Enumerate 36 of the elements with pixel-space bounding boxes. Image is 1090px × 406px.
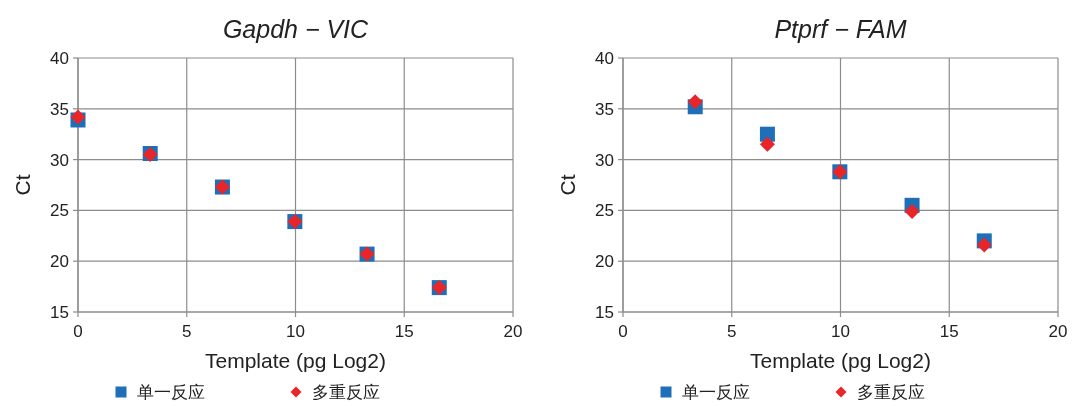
chart-title: Gapdh − VIC xyxy=(222,15,370,43)
y-tick-label: 30 xyxy=(50,150,69,170)
x-tick-label: 10 xyxy=(831,322,850,341)
x-axis-title: Template (pg Log2) xyxy=(750,349,931,372)
chart-title: Ptprf − FAM xyxy=(774,15,907,43)
y-tick-label: 35 xyxy=(50,99,69,119)
legend-label: 多重反应 xyxy=(857,383,925,402)
y-tick-label: 15 xyxy=(50,303,69,322)
y-tick-label: 40 xyxy=(595,49,614,68)
y-tick-label: 20 xyxy=(50,252,69,272)
point xyxy=(759,136,775,152)
x-tick-label: 15 xyxy=(939,322,959,341)
x-axis-title: Template (pg Log2) xyxy=(205,349,386,372)
y-tick-label: 30 xyxy=(595,150,614,170)
x-tick-label: 0 xyxy=(618,322,628,341)
x-tick-label: 20 xyxy=(503,322,523,341)
point xyxy=(687,94,703,110)
x-tick-label: 5 xyxy=(182,322,192,341)
x-tick-label: 0 xyxy=(73,322,83,341)
y-tick-label: 25 xyxy=(50,201,69,221)
y-tick-label: 15 xyxy=(595,303,614,322)
x-tick-label: 10 xyxy=(286,322,305,341)
point xyxy=(976,237,992,253)
y-tick-label: 25 xyxy=(595,201,614,221)
y-tick-label: 40 xyxy=(50,49,69,68)
x-tick-label: 5 xyxy=(727,322,737,341)
x-tick-label: 15 xyxy=(394,322,414,341)
point xyxy=(904,203,920,219)
legend-label: 多重反应 xyxy=(312,383,380,402)
y-tick-label: 20 xyxy=(595,252,614,272)
legend-label: 单一反应 xyxy=(682,383,750,402)
x-tick-label: 20 xyxy=(1048,322,1068,341)
legend-label: 单一反应 xyxy=(137,383,205,402)
y-axis-title: Ct xyxy=(556,174,579,196)
y-tick-label: 35 xyxy=(595,99,614,119)
y-axis-title: Ct xyxy=(11,174,34,196)
